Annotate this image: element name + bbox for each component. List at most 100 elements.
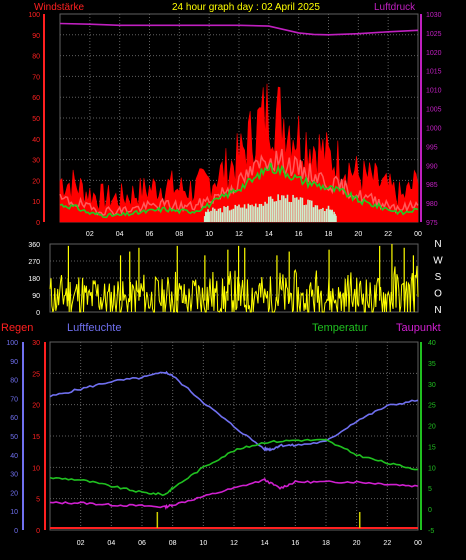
climate-x-tick-label: 22 (383, 540, 391, 547)
legend-temperature: Temperatur (312, 322, 368, 334)
climate-x-tick-label: 16 (291, 540, 299, 547)
wind-tick-label: 50 (32, 116, 40, 123)
climate-x-tick-label: 04 (107, 540, 115, 547)
rain-tick-label: 5 (36, 497, 40, 504)
rain-tick-label: 10 (32, 465, 40, 472)
humidity-tick-label: 100 (6, 340, 18, 347)
wind-direction-line (49, 265, 419, 314)
pressure-tick-label: 990 (426, 163, 438, 170)
temp-tick-label: -5 (428, 528, 434, 535)
compass-label: O (434, 289, 442, 300)
direction-tick-label: 0 (36, 310, 40, 317)
rain-tick-label: 20 (32, 403, 40, 410)
rain-tick-label: 30 (32, 340, 40, 347)
temperature-line (49, 438, 419, 497)
pressure-tick-label: 985 (426, 182, 438, 189)
wind-tick-label: 30 (32, 158, 40, 165)
wind-x-tick-label: 16 (295, 231, 303, 238)
direction-tick-label: 270 (28, 259, 40, 266)
legend-dewpoint: Taupunkt (396, 322, 441, 334)
humidity-tick-label: 60 (10, 415, 18, 422)
pressure-tick-label: 1030 (426, 12, 442, 19)
temp-tick-label: 25 (428, 403, 436, 410)
rain-tick-label: 0 (36, 528, 40, 535)
direction-tick-label: 90 (32, 293, 40, 300)
temp-tick-label: 30 (428, 382, 436, 389)
wind-x-tick-label: 04 (116, 231, 124, 238)
wind-x-tick-label: 02 (86, 231, 94, 238)
climate-x-tick-label: 00 (414, 540, 422, 547)
rain-tick-label: 25 (32, 371, 40, 378)
pressure-line (59, 22, 419, 36)
dewpoint-line (49, 477, 419, 510)
wind-tick-label: 100 (28, 12, 40, 19)
wind-x-tick-label: 00 (414, 231, 422, 238)
wind-x-tick-label: 12 (235, 231, 243, 238)
wind-tick-label: 40 (32, 137, 40, 144)
pressure-tick-label: 975 (426, 220, 438, 227)
rain-tick-label: 15 (32, 434, 40, 441)
humidity-tick-label: 20 (10, 490, 18, 497)
pressure-tick-label: 1000 (426, 125, 442, 132)
wind-tick-label: 80 (32, 54, 40, 61)
temp-tick-label: 15 (428, 444, 436, 451)
wind-x-tick-label: 06 (146, 231, 154, 238)
wind-tick-label: 90 (32, 33, 40, 40)
pressure-tick-label: 1005 (426, 107, 442, 114)
climate-x-tick-label: 14 (261, 540, 269, 547)
humidity-tick-label: 30 (10, 472, 18, 479)
compass-label: N (434, 305, 441, 316)
wind-tick-label: 20 (32, 178, 40, 185)
wind-tick-label: 60 (32, 95, 40, 102)
direction-tick-label: 180 (28, 276, 40, 283)
wind-tick-label: 0 (36, 220, 40, 227)
compass-label: N (434, 239, 441, 250)
temp-tick-label: 5 (428, 486, 432, 493)
climate-x-tick-label: 20 (353, 540, 361, 547)
wind-average-line (59, 148, 419, 217)
pressure-tick-label: 1015 (426, 69, 442, 76)
compass-label: W (433, 256, 443, 267)
wind-x-tick-label: 08 (175, 231, 183, 238)
chart-title: 24 hour graph day : 02 April 2025 (172, 2, 320, 13)
pressure-tick-label: 980 (426, 201, 438, 208)
wind-x-tick-label: 20 (354, 231, 362, 238)
humidity-tick-label: 80 (10, 378, 18, 385)
humidity-tick-label: 70 (10, 396, 18, 403)
humidity-tick-label: 10 (10, 509, 18, 516)
pressure-tick-label: 1025 (426, 31, 442, 38)
climate-x-tick-label: 10 (199, 540, 207, 547)
wind-x-tick-label: 10 (205, 231, 213, 238)
climate-x-tick-label: 18 (322, 540, 330, 547)
humidity-line (49, 370, 419, 452)
wind-tick-label: 10 (32, 199, 40, 206)
chart-layer: 0102030405060708090100975980985990995100… (6, 12, 443, 547)
wind-x-tick-label: 14 (265, 231, 273, 238)
legend-rain: Regen (1, 322, 33, 334)
climate-x-tick-label: 08 (169, 540, 177, 547)
pressure-axis-label: Luftdruck (374, 2, 416, 13)
humidity-tick-label: 40 (10, 453, 18, 460)
pressure-tick-label: 1020 (426, 50, 442, 57)
climate-x-tick-label: 02 (77, 540, 85, 547)
temp-tick-label: 10 (428, 465, 436, 472)
temp-tick-label: 35 (428, 361, 436, 368)
direction-tick-label: 360 (28, 242, 40, 249)
pressure-tick-label: 1010 (426, 88, 442, 95)
wind-tick-label: 70 (32, 74, 40, 81)
climate-x-tick-label: 12 (230, 540, 238, 547)
temp-tick-label: 40 (428, 340, 436, 347)
temp-tick-label: 0 (428, 507, 432, 514)
legend-humidity: Luftfeuchte (67, 322, 121, 334)
humidity-tick-label: 90 (10, 359, 18, 366)
wind-x-tick-label: 18 (325, 231, 333, 238)
humidity-tick-label: 0 (14, 528, 18, 535)
humidity-tick-label: 50 (10, 434, 18, 441)
temp-tick-label: 20 (428, 424, 436, 431)
climate-x-tick-label: 06 (138, 540, 146, 547)
wind-axis-label: Windstärke (34, 2, 84, 13)
wind-x-tick-label: 22 (384, 231, 392, 238)
compass-label: S (435, 272, 442, 283)
